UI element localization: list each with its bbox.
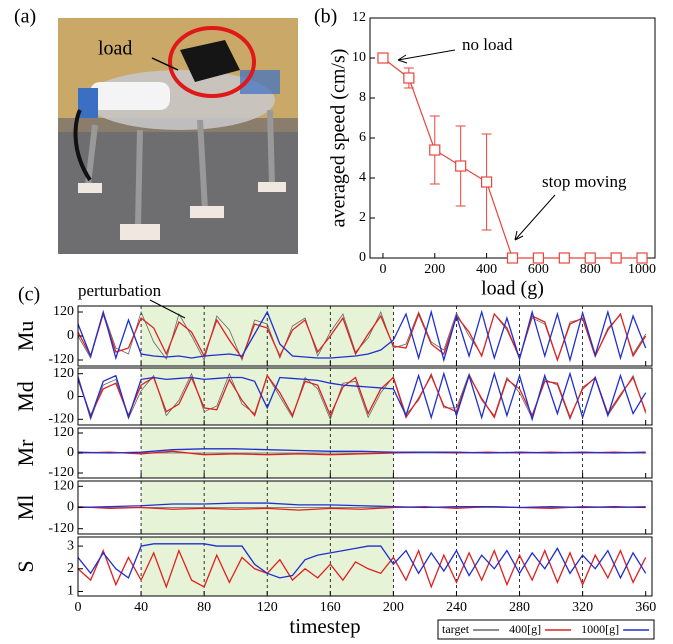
marker — [480, 176, 493, 188]
y-tick-label: 6 — [359, 130, 366, 145]
marker — [429, 144, 441, 156]
y-tick-label: 0 — [67, 500, 74, 515]
y-tick-label: 120 — [53, 304, 74, 319]
x-axis-label: load (g) — [481, 278, 544, 300]
y-tick-label: 2 — [359, 210, 366, 225]
y-tick-label: 1 — [67, 584, 74, 599]
marker — [610, 252, 622, 264]
series-line — [77, 450, 646, 456]
photo-annotation: load — [98, 38, 132, 60]
y-axis-label: Ml — [13, 495, 38, 521]
y-tick-label: 0 — [67, 445, 74, 460]
x-axis-label: timestep — [289, 614, 360, 638]
panel-label: (c) — [18, 284, 40, 306]
y-axis-label: averaged speed (cm/s) — [328, 49, 350, 228]
x-tick-label: 200 — [383, 600, 404, 615]
marker — [506, 252, 519, 264]
y-tick-label: -120 — [48, 465, 74, 480]
speed-line — [382, 57, 643, 259]
annotation-arrow — [514, 194, 556, 241]
panel-label: (b) — [314, 6, 337, 28]
series-line — [77, 548, 647, 589]
y-tick-label: 8 — [359, 90, 366, 105]
y-tick-label: 10 — [352, 50, 366, 65]
x-tick-label: 600 — [528, 262, 549, 277]
x-tick-label: 80 — [197, 600, 211, 615]
annotation: no load — [462, 35, 513, 54]
y-tick-label: 3 — [67, 538, 74, 553]
legend-label: 1000[g] — [581, 622, 619, 636]
x-tick-label: 240 — [446, 600, 467, 615]
y-tick-label: 2 — [67, 561, 74, 576]
y-tick-label: 120 — [53, 425, 74, 440]
x-tick-label: 280 — [509, 600, 530, 615]
x-tick-label: 0 — [75, 600, 82, 615]
y-axis-label: Mu — [13, 321, 38, 352]
plot-frame — [369, 17, 656, 259]
x-tick-label: 120 — [257, 600, 278, 615]
x-tick-label: 0 — [379, 262, 386, 277]
x-tick-label: 40 — [134, 600, 148, 615]
y-tick-label: -120 — [48, 352, 74, 367]
x-tick-label: 160 — [320, 600, 341, 615]
series-line — [77, 543, 647, 580]
photo: load — [58, 18, 298, 254]
y-tick-label: 120 — [53, 366, 74, 381]
y-tick-label: 0 — [67, 328, 74, 343]
series-line — [77, 502, 646, 509]
series-line — [77, 505, 646, 511]
marker — [636, 252, 648, 264]
annotation-arrow — [149, 299, 186, 319]
y-tick-label: 0 — [67, 389, 74, 404]
y-axis-label: Mr — [13, 439, 38, 467]
marker — [558, 252, 570, 264]
marker — [584, 252, 596, 264]
series-line — [77, 448, 646, 454]
y-axis-label: Md — [13, 381, 38, 412]
annotation: perturbation — [78, 281, 162, 300]
legend-label: 400[g] — [509, 622, 541, 636]
x-tick-label: 400 — [476, 262, 497, 277]
plot-frame — [77, 536, 653, 597]
marker — [377, 52, 389, 64]
series-line — [77, 374, 647, 420]
annotation-arrow — [397, 49, 456, 64]
y-tick-label: 4 — [359, 170, 366, 185]
marker — [455, 160, 467, 172]
series-line — [77, 309, 647, 363]
marker — [403, 72, 415, 84]
legend-label: target — [442, 622, 470, 636]
series-line — [77, 371, 647, 422]
x-tick-label: 320 — [572, 600, 593, 615]
x-tick-label: 200 — [424, 262, 445, 277]
y-tick-label: 0 — [359, 250, 366, 265]
marker — [532, 252, 545, 264]
y-tick-label: 12 — [352, 10, 366, 25]
series-line — [77, 311, 647, 363]
y-axis-label: S — [13, 560, 38, 572]
x-tick-label: 800 — [580, 262, 601, 277]
panel-label: (a) — [14, 6, 36, 28]
y-tick-label: -120 — [48, 412, 74, 427]
y-tick-label: 120 — [53, 479, 74, 494]
x-tick-label: 1000 — [628, 262, 656, 277]
x-tick-label: 360 — [635, 600, 656, 615]
annotation: stop moving — [542, 172, 627, 191]
y-tick-label: -120 — [48, 521, 74, 536]
